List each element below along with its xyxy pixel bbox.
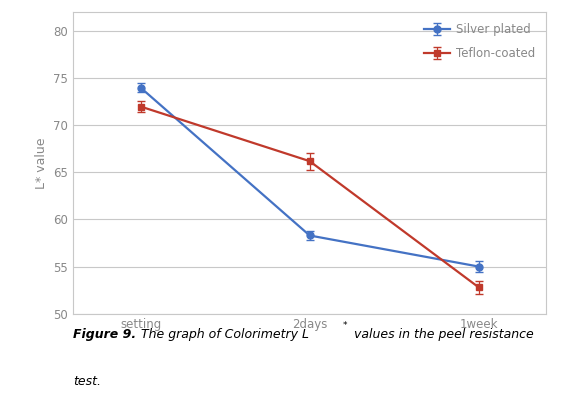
Text: test.: test. (73, 375, 101, 388)
Y-axis label: L* value: L* value (35, 137, 48, 189)
Text: The graph of Colorimetry L: The graph of Colorimetry L (137, 328, 309, 341)
Text: Figure 9.: Figure 9. (73, 328, 136, 341)
Text: values in the peel resistance: values in the peel resistance (350, 328, 534, 341)
Legend: Silver plated, Teflon-coated: Silver plated, Teflon-coated (419, 18, 540, 64)
Text: *: * (343, 321, 347, 330)
